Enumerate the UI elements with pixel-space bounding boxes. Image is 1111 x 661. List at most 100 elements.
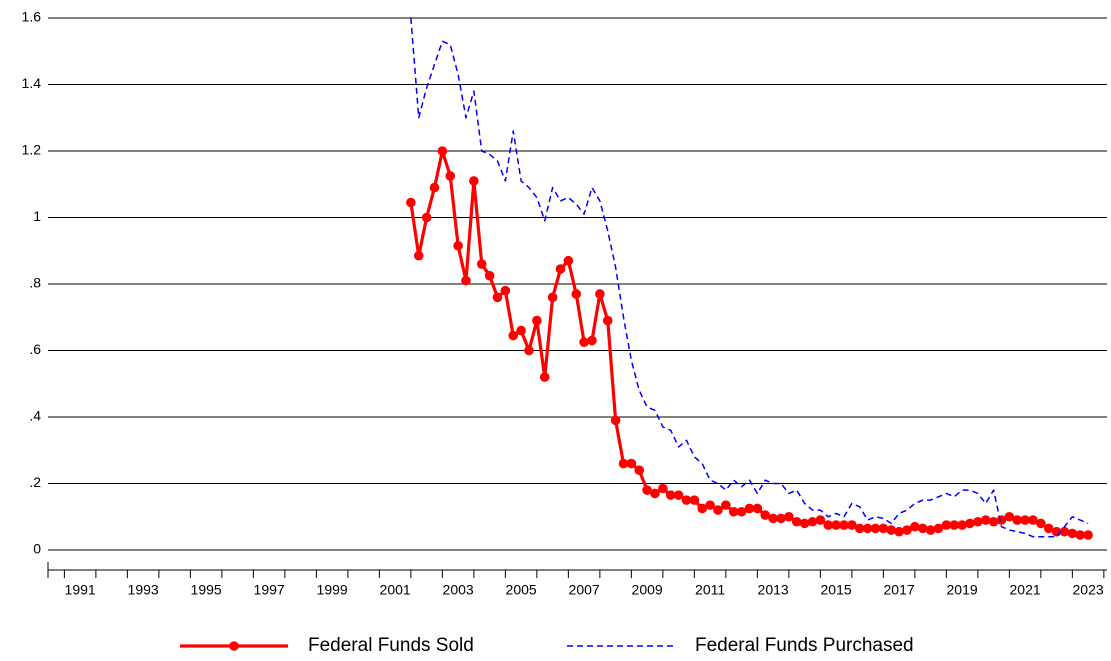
series-marker: [744, 503, 755, 514]
y-tick-label: .4: [29, 408, 41, 424]
series-marker: [1059, 526, 1070, 537]
series-marker: [563, 255, 574, 266]
series-marker: [579, 337, 589, 347]
y-tick-label: 1.6: [22, 9, 42, 25]
series-marker: [1012, 515, 1023, 525]
series-marker: [532, 315, 542, 326]
series-line: [410, 17, 1089, 538]
series-marker: [768, 513, 778, 524]
series-marker: [965, 518, 975, 529]
series-marker: [839, 520, 849, 530]
series-marker: [587, 335, 597, 346]
series-marker: [484, 270, 495, 281]
series-marker: [1067, 528, 1078, 539]
series-marker: [571, 289, 582, 299]
y-tick-label: 1.2: [22, 142, 42, 158]
series-marker: [1043, 523, 1054, 534]
series-marker: [516, 325, 526, 336]
series-marker: [437, 146, 448, 156]
series-marker: [705, 500, 715, 510]
series-marker: [665, 490, 676, 500]
series-marker: [406, 197, 416, 208]
x-tick-label: 2021: [1010, 582, 1041, 598]
x-tick-label: 1993: [128, 582, 159, 598]
series-marker: [760, 510, 771, 520]
x-tick-label: 2013: [758, 582, 789, 598]
x-tick-label: 1995: [191, 582, 222, 598]
series-marker: [618, 458, 629, 469]
series-marker: [894, 526, 904, 537]
series-marker: [524, 345, 534, 356]
series-marker: [1028, 515, 1038, 525]
series-marker: [988, 516, 999, 527]
series-marker: [941, 520, 952, 530]
series-line: [409, 149, 1089, 537]
series-marker: [1020, 515, 1030, 525]
series-marker: [1004, 511, 1015, 522]
series-marker: [878, 523, 889, 534]
series-marker: [799, 518, 810, 529]
x-tick-label: 2015: [821, 582, 852, 598]
x-tick-label: 2017: [884, 582, 915, 598]
series-marker: [957, 520, 967, 530]
x-tick-label: 1999: [317, 582, 348, 598]
series-marker: [429, 182, 440, 193]
x-tick-label: 2011: [695, 582, 725, 598]
series-marker: [508, 330, 519, 341]
x-tick-label: 2001: [380, 582, 411, 598]
series-marker: [461, 275, 471, 286]
series-marker: [642, 485, 652, 495]
series-marker: [500, 285, 511, 296]
series-marker: [476, 259, 487, 269]
series-marker: [980, 515, 991, 525]
y-tick-label: 0: [33, 541, 41, 557]
y-tick-label: .8: [29, 275, 41, 291]
series-marker: [752, 503, 763, 514]
series-marker: [421, 212, 432, 223]
series-marker: [602, 315, 613, 326]
series-marker: [776, 513, 786, 524]
series-marker: [831, 520, 841, 530]
series-marker: [626, 458, 637, 469]
series-marker: [469, 176, 479, 186]
series-marker: [445, 171, 456, 181]
series-marker: [925, 525, 936, 535]
y-tick-label: 1.4: [22, 75, 42, 91]
series-marker: [555, 264, 566, 274]
series-marker: [973, 516, 983, 527]
x-tick-label: 1991: [65, 582, 96, 598]
series-marker: [933, 523, 944, 534]
series-marker: [736, 506, 747, 517]
legend-marker: [229, 641, 239, 651]
series-marker: [610, 415, 621, 426]
series-marker: [823, 520, 834, 530]
series-marker: [595, 289, 605, 299]
series-marker: [854, 523, 865, 534]
series-marker: [650, 488, 660, 499]
y-tick-label: .6: [29, 341, 41, 357]
series-marker: [815, 515, 826, 525]
series-marker: [697, 503, 708, 514]
x-tick-label: 2009: [632, 582, 663, 598]
series-marker: [713, 505, 723, 515]
series-marker: [658, 483, 668, 494]
series-marker: [847, 520, 857, 530]
series-marker: [634, 465, 645, 476]
series-marker: [681, 495, 692, 505]
y-tick-label: .2: [29, 474, 41, 490]
series-marker: [910, 521, 920, 532]
x-tick-label: 2019: [947, 582, 978, 598]
series-marker: [1083, 530, 1093, 540]
series-marker: [539, 372, 550, 382]
x-tick-label: 2023: [1073, 582, 1104, 598]
x-tick-label: 2007: [569, 582, 600, 598]
series-marker: [917, 523, 928, 534]
series-marker: [791, 516, 802, 527]
series-marker: [728, 506, 739, 517]
series-marker: [547, 292, 558, 303]
series-marker: [492, 292, 503, 303]
series-marker: [862, 523, 873, 534]
series-marker: [413, 250, 424, 261]
legend-label: Federal Funds Purchased: [695, 635, 914, 656]
